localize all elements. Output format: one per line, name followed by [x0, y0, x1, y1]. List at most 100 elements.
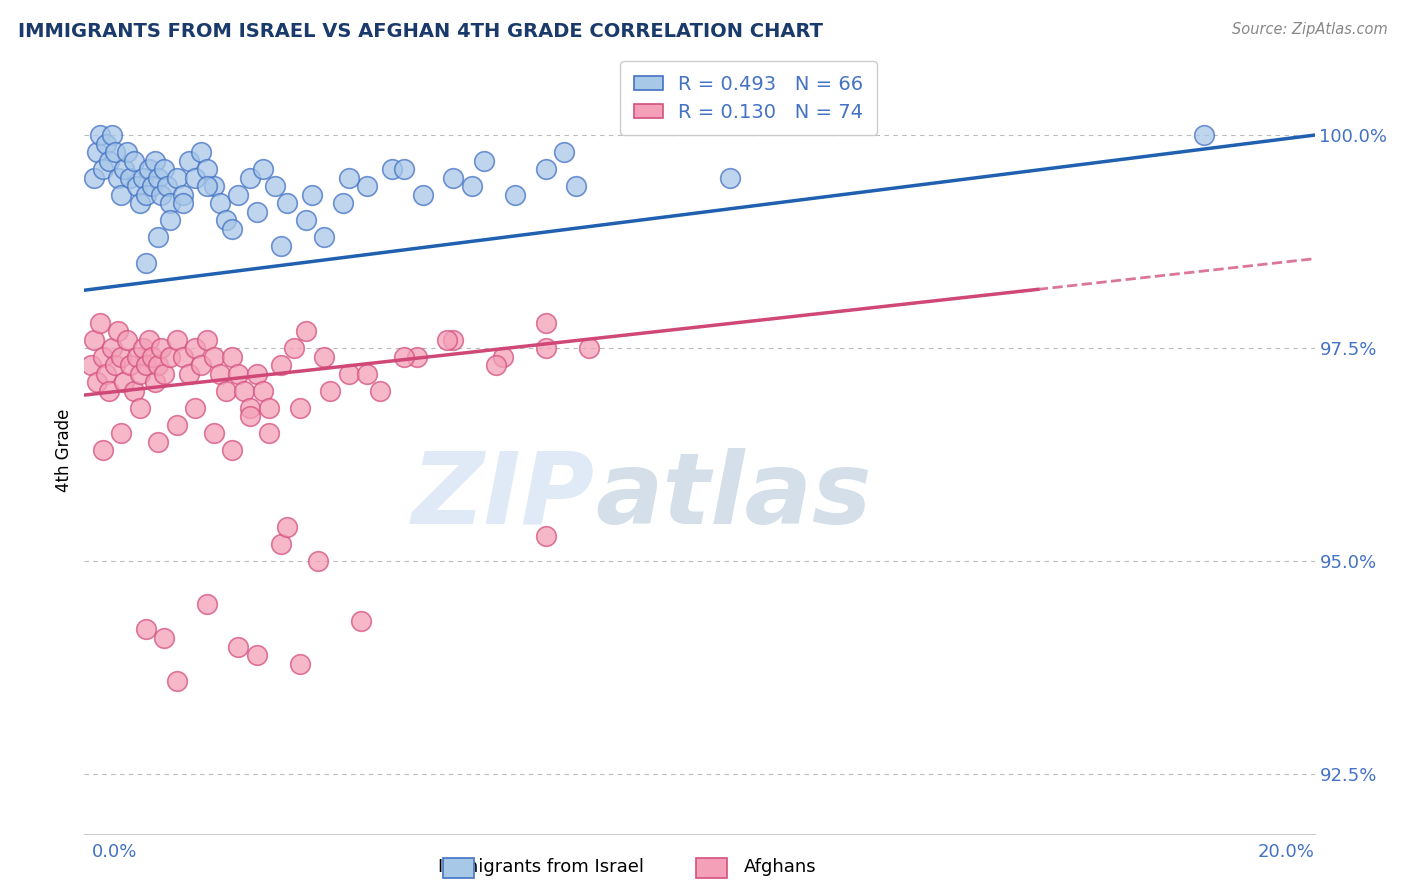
- Point: [166, 170, 188, 185]
- Point: [156, 179, 179, 194]
- Point: [368, 384, 391, 398]
- Point: [314, 350, 336, 364]
- Point: [221, 443, 243, 458]
- Point: [166, 333, 188, 347]
- Point: [319, 384, 342, 398]
- Point: [177, 153, 200, 168]
- Point: [485, 358, 508, 372]
- Point: [264, 179, 287, 194]
- Point: [197, 179, 219, 194]
- Point: [190, 358, 212, 372]
- Point: [128, 367, 150, 381]
- Point: [307, 554, 329, 568]
- Point: [246, 204, 269, 219]
- Point: [159, 350, 181, 364]
- Point: [276, 520, 298, 534]
- Point: [197, 162, 219, 177]
- Point: [337, 367, 360, 381]
- Point: [534, 341, 557, 355]
- Text: Source: ZipAtlas.com: Source: ZipAtlas.com: [1232, 22, 1388, 37]
- Point: [184, 341, 207, 355]
- Point: [394, 162, 416, 177]
- Point: [89, 128, 111, 142]
- Point: [110, 187, 132, 202]
- Point: [412, 187, 434, 202]
- Point: [239, 401, 262, 415]
- Point: [128, 401, 150, 415]
- Point: [276, 196, 298, 211]
- Point: [202, 426, 225, 441]
- Point: [148, 358, 170, 372]
- Point: [221, 350, 243, 364]
- Point: [184, 170, 207, 185]
- Point: [295, 324, 318, 338]
- Point: [534, 162, 557, 177]
- Point: [107, 170, 129, 185]
- Point: [122, 153, 145, 168]
- Point: [190, 145, 212, 160]
- Point: [350, 614, 373, 628]
- Point: [117, 333, 139, 347]
- Text: 20.0%: 20.0%: [1258, 843, 1315, 861]
- Point: [578, 341, 600, 355]
- Point: [283, 341, 305, 355]
- Point: [128, 196, 150, 211]
- Point: [91, 443, 114, 458]
- Text: Afghans: Afghans: [744, 858, 817, 876]
- Point: [252, 162, 274, 177]
- Point: [138, 333, 160, 347]
- Point: [132, 170, 155, 185]
- Point: [257, 426, 280, 441]
- Point: [534, 316, 557, 330]
- Point: [135, 358, 157, 372]
- Point: [83, 333, 105, 347]
- Point: [314, 230, 336, 244]
- Point: [226, 640, 249, 654]
- Point: [246, 367, 269, 381]
- Point: [381, 162, 404, 177]
- Point: [436, 333, 458, 347]
- Point: [172, 350, 194, 364]
- Point: [215, 213, 238, 227]
- Point: [79, 358, 101, 372]
- Point: [101, 128, 124, 142]
- Point: [166, 673, 188, 688]
- Point: [110, 426, 132, 441]
- Point: [443, 170, 465, 185]
- Point: [197, 333, 219, 347]
- Point: [288, 657, 311, 671]
- Point: [125, 179, 148, 194]
- Point: [221, 222, 243, 236]
- Point: [132, 341, 155, 355]
- Point: [553, 145, 575, 160]
- Point: [215, 384, 238, 398]
- Point: [534, 529, 557, 543]
- Point: [394, 350, 416, 364]
- Point: [202, 179, 225, 194]
- Point: [208, 367, 231, 381]
- Point: [135, 187, 157, 202]
- Point: [270, 537, 292, 551]
- Point: [104, 145, 127, 160]
- Point: [89, 316, 111, 330]
- Point: [143, 153, 166, 168]
- Point: [110, 350, 132, 364]
- Point: [120, 170, 142, 185]
- Point: [295, 213, 318, 227]
- Point: [91, 350, 114, 364]
- Point: [143, 376, 166, 390]
- Point: [503, 187, 526, 202]
- Point: [301, 187, 323, 202]
- Point: [172, 196, 194, 211]
- Point: [101, 341, 124, 355]
- Point: [356, 179, 378, 194]
- Point: [565, 179, 588, 194]
- Point: [172, 187, 194, 202]
- Point: [226, 367, 249, 381]
- Text: IMMIGRANTS FROM ISRAEL VS AFGHAN 4TH GRADE CORRELATION CHART: IMMIGRANTS FROM ISRAEL VS AFGHAN 4TH GRA…: [18, 22, 824, 41]
- Point: [141, 179, 163, 194]
- Point: [148, 434, 170, 449]
- Point: [148, 230, 170, 244]
- Point: [202, 350, 225, 364]
- Point: [138, 162, 160, 177]
